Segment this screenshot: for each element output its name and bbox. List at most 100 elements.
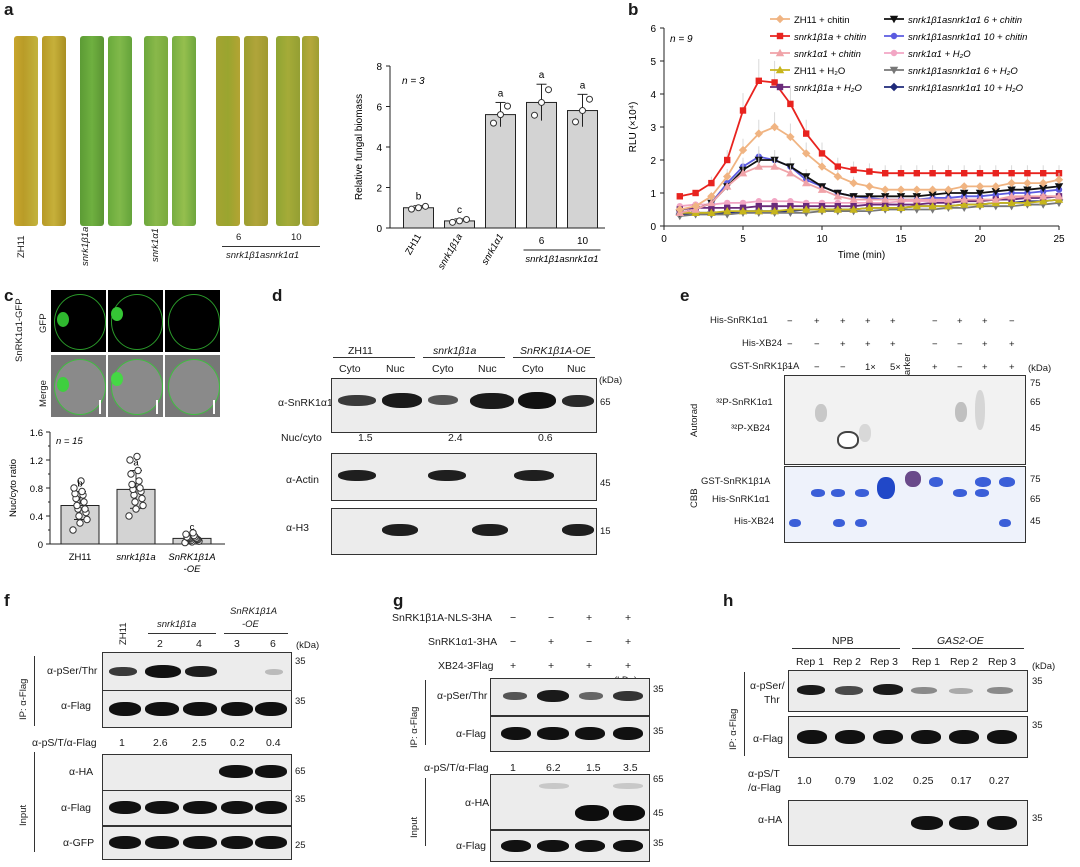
e-size: 75 [1030, 378, 1041, 389]
data-point [1039, 184, 1048, 193]
panel-label-h: h [723, 591, 734, 610]
data-point [408, 205, 415, 213]
significance-letter: c [190, 522, 195, 533]
data-point [960, 182, 969, 191]
legend-entry: snrk1β1asnrk1α1 10 + chitin [884, 32, 1027, 43]
e-sign: + [982, 316, 988, 327]
f-ratio-label: α-pS/T/α-Flag [32, 737, 97, 749]
c-microscopy-images [51, 290, 221, 420]
g-sign: + [548, 636, 555, 648]
d-row-label: α-SnRK1α1 [278, 397, 333, 409]
e-sign: − [814, 339, 820, 350]
data-point [1007, 192, 1016, 200]
x-tick-label: 20 [974, 234, 986, 245]
g-sign: − [586, 636, 593, 648]
f-blot-gfp [102, 826, 292, 860]
g-size: 35 [653, 726, 664, 737]
data-point [770, 162, 779, 170]
h-ratio: 0.25 [913, 775, 934, 787]
data-point [787, 198, 794, 205]
panel-label-c: c [4, 286, 14, 305]
data-point [738, 169, 748, 177]
data-point [708, 179, 715, 187]
f-size: 65 [295, 766, 306, 777]
legend-label: snrk1α1 + chitin [794, 49, 861, 60]
leaf-group-line [222, 246, 320, 247]
x-tick-label: 5 [740, 234, 746, 245]
data-point [579, 107, 586, 115]
data-point [675, 205, 684, 214]
data-point [849, 178, 858, 188]
nuc-cyto-ratio-chart: 0 0.4 0.8 1.2 1.6 Nuc/cyto ratio n = 15 b a c ZH11… [8, 428, 225, 575]
data-point [127, 470, 135, 478]
d-ratio: 2.4 [448, 432, 463, 444]
data-point [912, 185, 921, 194]
data-point [77, 477, 85, 485]
data-point [817, 185, 827, 193]
y-axis-label: Nuc/cyto ratio [8, 459, 19, 517]
c-merge-label: Merge [38, 380, 49, 407]
g-sign: + [510, 660, 517, 672]
data-point [865, 195, 874, 203]
data-point [960, 189, 969, 198]
n-label: n = 3 [402, 76, 425, 87]
legend-label: snrk1β1a + chitin [794, 32, 866, 43]
legend-label: snrk1β1asnrk1α1 6 + H₂O [908, 66, 1018, 77]
d-group-zh11: ZH11 [348, 345, 373, 357]
data-point [738, 145, 748, 155]
data-point [945, 170, 952, 177]
data-point [833, 172, 842, 181]
data-point [850, 166, 857, 174]
e-row-label: His-SnRK1α1 [710, 315, 768, 326]
e-size: 65 [1030, 397, 1041, 408]
f-kda: (kDa) [296, 640, 320, 651]
e-sign: − [957, 362, 963, 373]
x-tick-label: ZH11 [69, 552, 92, 563]
data-point [586, 95, 593, 103]
g-sign: − [548, 612, 555, 624]
series [675, 157, 1064, 216]
bar [567, 110, 598, 229]
data-point [78, 487, 86, 496]
e-cbb-title: CBB [689, 488, 700, 508]
f-row-label: α-HA [69, 766, 94, 778]
leaf-label-snrk1a1: snrk1α1 [150, 228, 161, 262]
fungal-biomass-chart: 0 2 4 6 8 Relative fungal biomass n = 3 b ZH11 c s… [354, 62, 605, 271]
f-input-label: Input [18, 804, 29, 826]
data-point [755, 77, 762, 84]
data-point [422, 202, 429, 210]
significance-letter: c [457, 205, 462, 216]
legend-entry: snrk1β1a + chitin [770, 32, 866, 43]
data-point [786, 169, 795, 177]
panel-label-g: g [393, 591, 404, 610]
c-row-title: SnRK1α1-GFP [14, 298, 25, 362]
data-point [708, 204, 715, 212]
data-point [80, 498, 88, 506]
data-point [692, 189, 699, 197]
f-size: 35 [295, 656, 306, 667]
n-label: n = 9 [670, 34, 693, 45]
data-point [1023, 192, 1032, 200]
f-group2a: SnRK1β1A [230, 606, 278, 617]
g-ratio: 1.5 [586, 762, 601, 774]
group-label: snrk1β1asnrk1α1 [525, 254, 598, 265]
h-lane: Rep 3 [870, 656, 899, 668]
f-lane: 4 [196, 638, 202, 650]
data-point [776, 32, 784, 40]
data-point [928, 191, 937, 199]
data-point [976, 170, 984, 177]
d-row-label: α-H3 [286, 522, 309, 534]
e-row-label: His-XB24 [742, 338, 783, 349]
g-row-label: SnRK1β1A-NLS-3HA [392, 612, 492, 624]
e-sign: − [932, 316, 938, 327]
y-tick-label: 0.4 [30, 512, 43, 523]
data-point [975, 200, 985, 208]
g-sign: + [625, 612, 632, 624]
data-point [896, 185, 906, 194]
f-group2b: -OE [242, 619, 259, 630]
e-sign: − [787, 316, 793, 327]
e-kda: (kDa) [1028, 363, 1052, 374]
h-ratio: 0.17 [951, 775, 972, 787]
h-blot-ha [788, 800, 1028, 846]
data-point [545, 86, 552, 94]
